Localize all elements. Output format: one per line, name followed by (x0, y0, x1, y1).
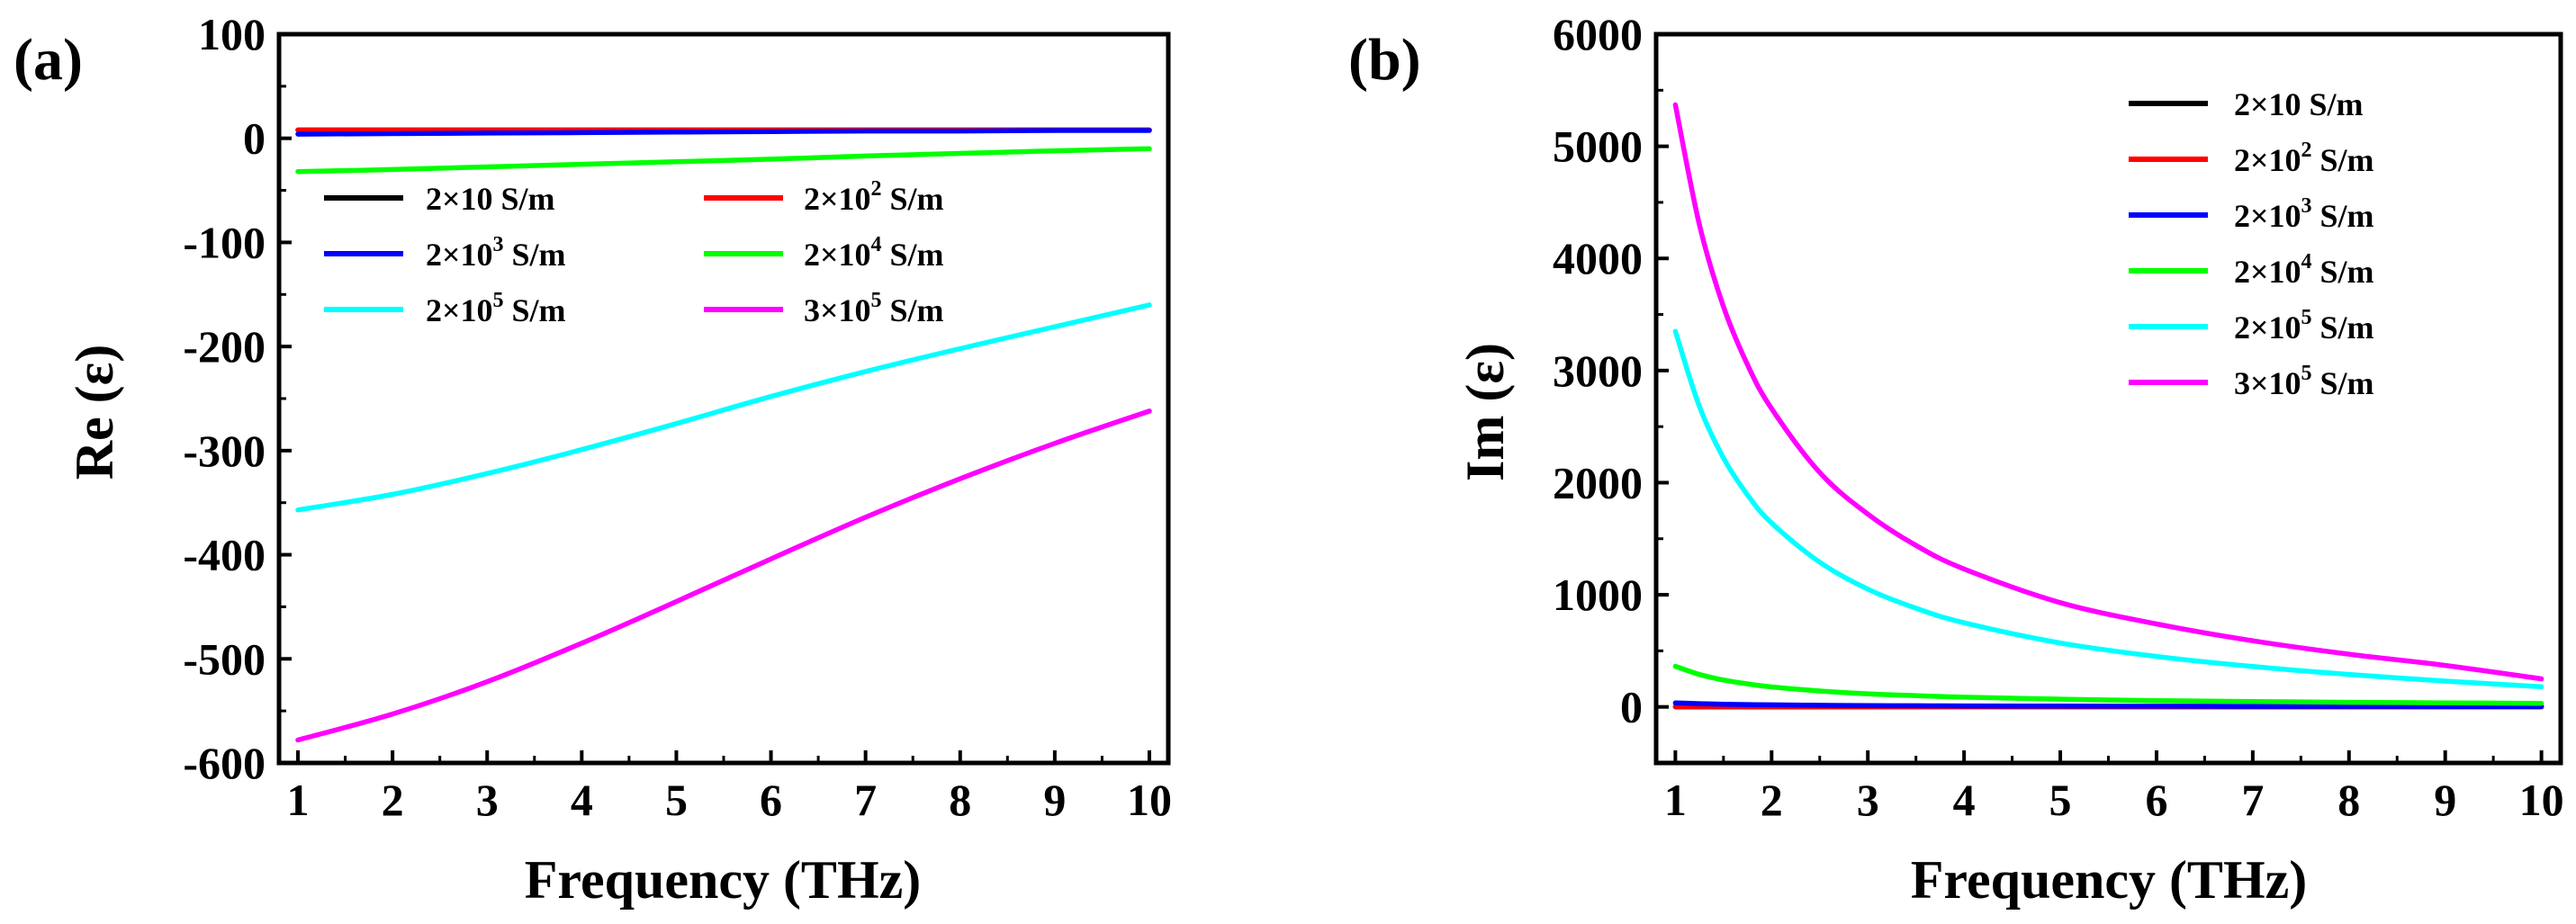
panel-a-legend: 2×10 S/m 2×102 S/m 2×103 S/m 2×104 S/m 2×105… (324, 177, 944, 328)
panel-a-x-tick-label: 1 (287, 775, 310, 825)
panel-a-legend-label: 2×103 S/m (426, 233, 566, 273)
panel-b-x-tick-label: 1 (1664, 775, 1687, 825)
panel-b-x-tick-label: 6 (2145, 775, 2167, 825)
panel-a-y-tick-label: 100 (198, 9, 266, 59)
panel-a-legend-label: 2×10 S/m (426, 181, 555, 217)
panel-b-series (1672, 102, 2544, 710)
panel-im-epsilon: (b) Frequency (THz) Im (ε) 1 2 3 4 5 6 7 8 9 10 0… (1348, 9, 2564, 910)
panel-b-x-tick-label: 9 (2434, 775, 2456, 825)
panel-b-y-tick-label: 6000 (1553, 9, 1643, 59)
panel-a-x-tick-label: 10 (1127, 775, 1172, 825)
panel-a-series (295, 127, 1152, 743)
panel-a-legend-label: 2×104 S/m (804, 233, 944, 273)
panel-a-y-tick-label: -500 (183, 633, 266, 684)
panel-a-x-tick-label: 6 (760, 775, 782, 825)
panel-b-y-tick-label: 0 (1620, 682, 1643, 732)
panel-a-series-line (295, 128, 1152, 137)
panel-b-legend: 2×10 S/m 2×102 S/m 2×103 S/m 2×104 S/m 2×105… (2129, 86, 2374, 401)
panel-b-legend-label: 2×105 S/m (2234, 306, 2374, 345)
panel-a-legend-label: 2×105 S/m (426, 289, 566, 328)
panel-b-y-axis-title: Im (ε) (1455, 343, 1515, 481)
panel-b-legend-label: 2×104 S/m (2234, 250, 2374, 290)
panel-a-legend-label: 3×105 S/m (804, 289, 944, 328)
panel-b-x-tick-label: 10 (2519, 775, 2564, 825)
panel-a-y-axis-title: Re (ε) (65, 345, 124, 480)
panel-b-series-line (1672, 328, 2544, 690)
panel-b-x-tick-label: 7 (2241, 775, 2264, 825)
panel-a-series-line (295, 146, 1152, 175)
panel-b-y-tick-label: 1000 (1553, 570, 1643, 620)
panel-b-x-tick-label: 5 (2049, 775, 2072, 825)
panel-a-x-tick-label: 8 (949, 775, 971, 825)
panel-a-y-tick-label: 0 (243, 113, 266, 164)
panel-a-y-tick-label: -200 (183, 321, 266, 372)
panel-b-legend-label: 2×103 S/m (2234, 194, 2374, 234)
panel-a-y-tick-label: -100 (183, 217, 266, 267)
panel-b-legend-label: 3×105 S/m (2234, 362, 2374, 401)
panel-a-legend-label: 2×102 S/m (804, 177, 944, 217)
panel-a-x-tick-label: 4 (571, 775, 593, 825)
panel-b-label: (b) (1348, 27, 1421, 93)
panel-b-legend-label: 2×10 S/m (2234, 86, 2364, 122)
panel-a-x-ticks: 1 2 3 4 5 6 7 8 9 10 (287, 750, 1172, 825)
panel-a-x-tick-label: 7 (854, 775, 877, 825)
panel-b-y-tick-label: 5000 (1553, 121, 1643, 172)
panel-b-x-tick-label: 2 (1761, 775, 1783, 825)
panel-a-x-tick-label: 9 (1043, 775, 1066, 825)
panel-a-x-tick-label: 2 (382, 775, 404, 825)
panel-a-y-tick-label: -600 (183, 738, 266, 788)
panel-b-y-ticks: 0 1000 2000 3000 4000 5000 6000 (1553, 9, 1669, 732)
panel-a-y-tick-label: -400 (183, 530, 266, 580)
panel-b-x-axis-title: Frequency (THz) (1911, 850, 2307, 910)
panel-b-y-tick-label: 2000 (1553, 457, 1643, 507)
panel-a-x-tick-label: 3 (476, 775, 499, 825)
panel-a-x-tick-label: 5 (665, 775, 688, 825)
panel-a-plot-frame (276, 31, 1171, 766)
panel-b-x-ticks: 1 2 3 4 5 6 7 8 9 10 (1664, 750, 2564, 825)
panel-b-y-tick-label: 3000 (1553, 345, 1643, 396)
panel-b-series-line (1672, 700, 2544, 709)
panel-a-label: (a) (14, 27, 83, 93)
panel-a-y-tick-label: -300 (183, 426, 266, 476)
panel-b-plot-frame (1653, 31, 2563, 766)
panel-b-y-tick-label: 4000 (1553, 233, 1643, 283)
panel-b-x-tick-label: 4 (1953, 775, 1976, 825)
panel-b-legend-label: 2×102 S/m (2234, 139, 2374, 178)
panel-b-x-tick-label: 3 (1857, 775, 1879, 825)
panel-b-x-tick-label: 8 (2337, 775, 2360, 825)
panel-re-epsilon: (a) Frequency (THz) Re (ε) 1 2 3 4 5 6 7 8 9 10 1… (14, 9, 1172, 910)
panel-a-y-ticks: 100 0 -100 -200 -300 -400 -500 -600 (183, 9, 292, 788)
panel-a-series-line (295, 408, 1152, 743)
panel-b-series-line (1672, 663, 2544, 706)
panel-a-series-line (295, 302, 1152, 513)
panel-a-x-axis-title: Frequency (THz) (525, 850, 921, 910)
panel-b-series-line (1672, 102, 2544, 682)
